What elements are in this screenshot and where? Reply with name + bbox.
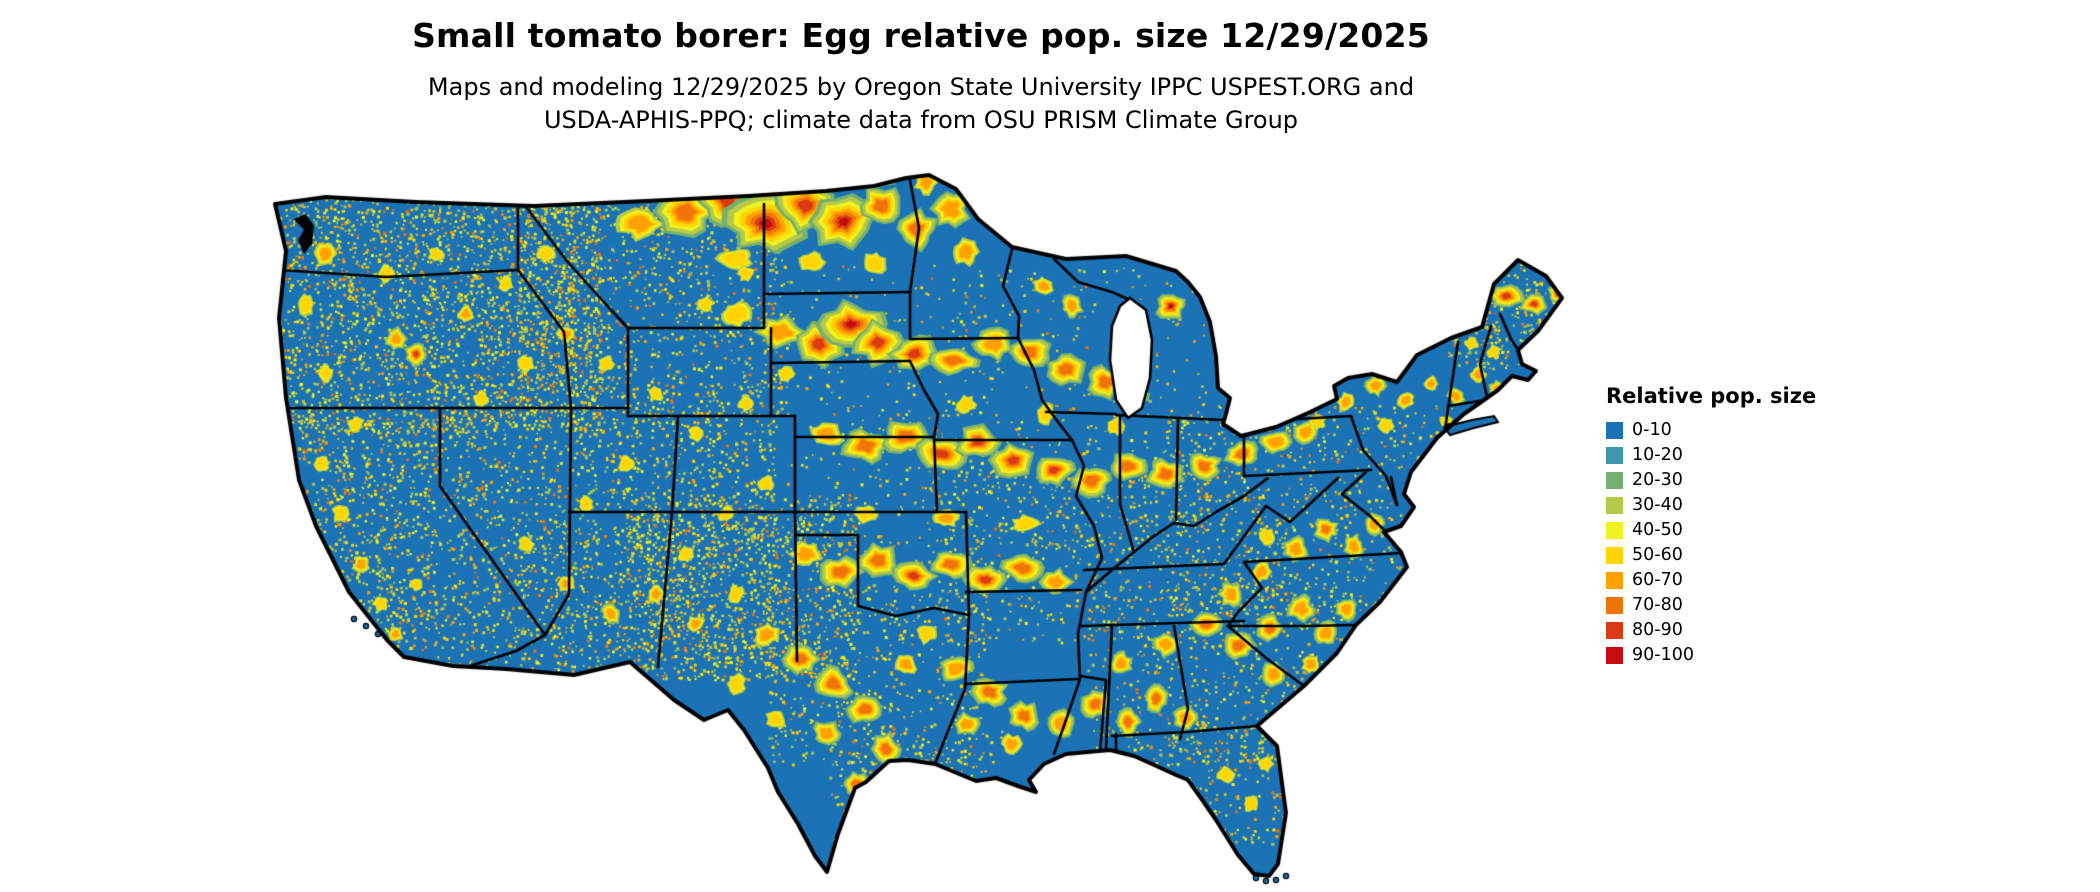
map-subtitle: Maps and modeling 12/29/2025 by Oregon S… [266, 71, 1576, 137]
subtitle-line-2: USDA-APHIS-PPQ; climate data from OSU PR… [543, 106, 1299, 134]
legend-item-label: 10-20 [1632, 445, 1683, 465]
legend-swatch [1606, 547, 1623, 564]
legend-item-label: 50-60 [1632, 545, 1683, 565]
legend-item-label: 80-90 [1632, 620, 1683, 640]
legend-item-label: 30-40 [1632, 495, 1683, 515]
legend-swatch [1606, 647, 1623, 664]
legend-item-label: 70-80 [1632, 595, 1683, 615]
legend-item: 0-10 [1606, 418, 1816, 443]
legend-item: 70-80 [1606, 593, 1816, 618]
legend-swatch [1606, 472, 1623, 489]
legend-item-label: 90-100 [1632, 645, 1694, 665]
legend-item: 60-70 [1606, 568, 1816, 593]
legend-item-label: 40-50 [1632, 520, 1683, 540]
legend-swatch [1606, 447, 1623, 464]
legend-item-label: 60-70 [1632, 570, 1683, 590]
legend-item: 50-60 [1606, 543, 1816, 568]
legend-swatch [1606, 572, 1623, 589]
legend-item: 30-40 [1606, 493, 1816, 518]
legend-item-label: 0-10 [1632, 420, 1672, 440]
legend-swatch [1606, 622, 1623, 639]
legend-item-label: 20-30 [1632, 470, 1683, 490]
legend-swatch [1606, 597, 1623, 614]
legend-swatch [1606, 422, 1623, 439]
legend-swatch [1606, 497, 1623, 514]
legend-item: 90-100 [1606, 643, 1816, 668]
title-block: Small tomato borer: Egg relative pop. si… [266, 16, 1576, 137]
map-title: Small tomato borer: Egg relative pop. si… [412, 16, 1430, 55]
legend-title: Relative pop. size [1606, 384, 1817, 408]
legend-swatch [1606, 522, 1623, 539]
legend-item: 10-20 [1606, 443, 1816, 468]
subtitle-line-1: Maps and modeling 12/29/2025 by Oregon S… [427, 73, 1415, 101]
legend-item: 20-30 [1606, 468, 1816, 493]
legend-items: 0-10 10-20 20-30 30-40 40-50 50-60 60-70 70-80 8… [1606, 418, 1816, 668]
us-relative-population-map [266, 164, 1576, 892]
legend-item: 80-90 [1606, 618, 1816, 643]
legend: Relative pop. size 0-10 10-20 20-30 30-40 40… [1606, 384, 1816, 668]
legend-item: 40-50 [1606, 518, 1816, 543]
